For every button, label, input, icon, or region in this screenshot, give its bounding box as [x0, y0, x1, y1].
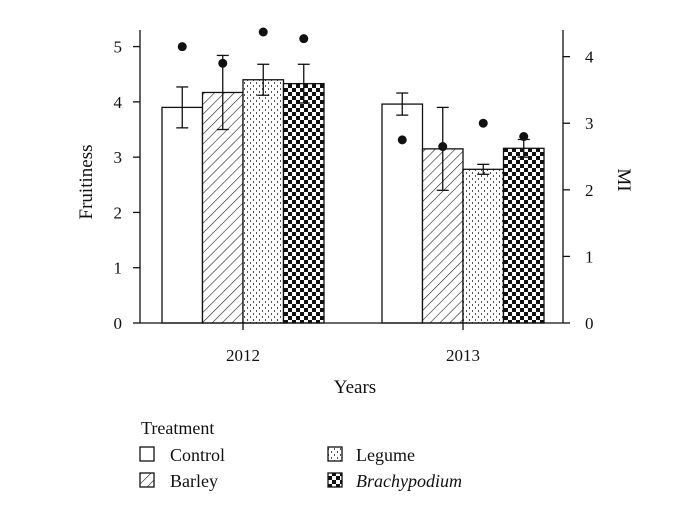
y2-tick-label-2: 2	[585, 181, 594, 200]
x-axis-title: Years	[334, 377, 376, 398]
mi-point-control-2013	[397, 135, 407, 145]
legend-label-barley: Barley	[170, 471, 218, 491]
x-tick-label-2012: 2012	[226, 346, 260, 365]
y2-tick-label-0: 0	[585, 314, 594, 333]
error-bar-control-2012	[176, 86, 189, 129]
y-tick-label-2: 2	[114, 203, 123, 222]
bar-brachypodium-2013	[502, 147, 545, 324]
legend: Treatment Control Barley Legume Brachypo…	[139, 418, 462, 491]
mi-point-legume-2012	[258, 27, 268, 37]
y-tick-label-5: 5	[114, 38, 123, 57]
y-tick-label-3: 3	[114, 148, 123, 167]
legend-label-legume: Legume	[356, 445, 415, 465]
y-axis-title: Fruitiness	[76, 145, 97, 220]
bars-layer	[161, 27, 545, 324]
mi-point-brachypodium-2012	[299, 34, 309, 44]
legend-swatch-control	[139, 446, 155, 462]
legend-swatch-brachypodium	[327, 472, 343, 488]
y-tick-label-1: 1	[114, 259, 123, 278]
y2-axis-title: MI	[613, 168, 634, 191]
mi-point-control-2012	[177, 42, 187, 52]
mi-point-brachypodium-2013	[519, 132, 529, 142]
y-tick-label-0: 0	[114, 314, 123, 333]
legend-label-brachypodium: Brachypodium	[356, 471, 462, 491]
error-bar-legume-2013	[477, 163, 490, 175]
bar-brachypodium-2012	[282, 82, 325, 324]
mi-point-barley-2012	[218, 58, 228, 68]
x-tick-label-2013: 2013	[446, 346, 480, 365]
y2-tick-label-3: 3	[585, 114, 594, 133]
error-bar-control-2013	[396, 92, 409, 116]
legend-label-control: Control	[170, 445, 225, 465]
mi-point-barley-2013	[438, 142, 448, 152]
axes-layer: 0 1 2 3 4 5 0 1 2 3 4 2012 2013	[114, 30, 594, 365]
error-bar-brachypodium-2012	[297, 63, 310, 104]
error-bar-legume-2012	[257, 63, 270, 96]
legend-swatch-barley	[139, 472, 155, 488]
bar-control-2012	[161, 106, 204, 324]
mi-point-legume-2013	[478, 118, 488, 128]
y-tick-label-4: 4	[114, 93, 123, 112]
y2-tick-label-4: 4	[585, 48, 594, 67]
legend-swatch-legume	[327, 446, 343, 462]
bar-legume-2013	[462, 168, 505, 324]
bar-legume-2012	[242, 79, 285, 324]
y2-tick-label-1: 1	[585, 247, 594, 266]
legend-title: Treatment	[141, 418, 214, 438]
